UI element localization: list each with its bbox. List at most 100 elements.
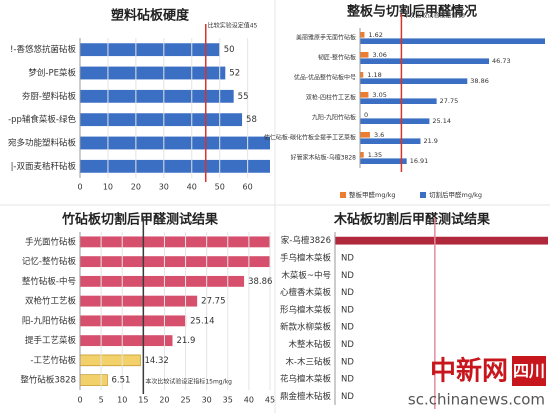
bar (80, 113, 243, 127)
bar (360, 92, 369, 98)
value-label: 27.75 (201, 297, 225, 307)
bar (360, 52, 369, 58)
bar (80, 66, 226, 80)
bar (80, 335, 173, 347)
bar (80, 43, 220, 57)
plot (335, 236, 548, 245)
chart-title: 塑料砧板硬度 (111, 8, 190, 24)
y-tick-label: |-双面麦秸秆砧板 (11, 161, 77, 172)
y-tick-label: 鼎金檀木砧板 (280, 391, 332, 402)
bar (360, 98, 437, 104)
y-tick-label: 夯厨-塑料砧板 (22, 91, 77, 102)
y-tick-label: 宛多功能塑料砧板 (8, 138, 77, 149)
x-tick-label: 30 (202, 396, 212, 405)
value-label: 6.51 (111, 376, 130, 386)
y-tick-label: 新款水柳菜板 (280, 322, 332, 333)
x-tick-label: 0 (77, 183, 82, 192)
plot (80, 236, 270, 386)
bar (335, 236, 548, 245)
bar (360, 152, 364, 158)
x-tick-label: 10 (117, 396, 127, 405)
bar (80, 354, 141, 367)
x-tick-label: 50 (215, 183, 225, 192)
y-tick-label: 阳-九阳竹砧板 (22, 315, 77, 326)
bar (80, 295, 198, 307)
watermark-url: sc.chinanews.com (408, 391, 545, 409)
value-label: 38.86 (470, 77, 489, 85)
y-tick-label: 手光面竹砧板 (25, 236, 77, 247)
bar (80, 315, 187, 327)
bar (80, 374, 108, 386)
value-label: ND (341, 253, 354, 263)
value-label: 3.6 (374, 131, 384, 139)
reference-label: 本次比较试验设定指标15mg/kg (145, 378, 232, 386)
value-label: ND (341, 288, 354, 298)
x-tick-label: 10 (103, 183, 113, 192)
x-tick-label: 0 (77, 396, 82, 405)
reference-label: 比较实验设定值45 (208, 22, 258, 30)
value-label: ND (341, 271, 354, 281)
y-tick-label: 木菜板~中号 (281, 270, 331, 281)
y-tick-label: !-香悠悠抗菌砧板 (10, 44, 76, 55)
value-label: ND (341, 305, 354, 315)
chart-title: 竹砧板切割后甲醛测试结果 (61, 212, 218, 228)
value-label: 14.32 (144, 356, 168, 366)
bar (360, 118, 430, 124)
value-label: 46.73 (492, 57, 511, 65)
y-tick-label: 形乌檀木菜板 (280, 304, 332, 315)
value-label: ND (341, 357, 354, 367)
y-tick-label: 整竹砧板-中号 (22, 276, 76, 287)
value-label: ND (341, 375, 354, 385)
bar (80, 89, 234, 103)
y-tick-label: 双枪-四柱竹工艺板 (306, 94, 356, 102)
value-label: 0 (364, 111, 368, 119)
bar (80, 159, 270, 173)
x-tick-label: 25 (180, 396, 190, 405)
x-tick-label: 35 (223, 396, 233, 405)
plot (80, 43, 270, 173)
y-tick-label: 美丽雅原手无面竹砧板 (296, 34, 356, 42)
value-label: 27.75 (440, 97, 459, 105)
value-label: ND (341, 340, 354, 350)
value-label: 21.9 (423, 137, 437, 145)
value-label: 1.35 (368, 151, 382, 159)
x-tick-label: 5 (99, 396, 104, 405)
y-tick-label: 记忆-整竹砧板 (22, 256, 77, 267)
x-tick-label: 15 (138, 396, 148, 405)
watermark-badge (512, 356, 546, 386)
x-tick-label: 40 (244, 396, 254, 405)
value-label: 3.06 (372, 51, 386, 59)
x-tick-label: 20 (131, 183, 141, 192)
value-label: ND (341, 392, 354, 402)
y-tick-label: 提手工艺菜板 (25, 335, 77, 346)
watermark-logo: 中新网 (430, 356, 508, 387)
plot (360, 32, 545, 164)
y-tick-label: 梦创-PE菜板 (28, 68, 76, 79)
value-label: 1.18 (367, 71, 381, 79)
y-tick-label: 韧匠-整竹砧板 (318, 54, 356, 62)
chart-title: 整板与切割后甲醛情况 (346, 4, 477, 20)
value-label: 52 (229, 69, 240, 79)
value-label: 21.9 (176, 336, 195, 346)
value-label: 50 (224, 45, 235, 55)
x-tick-label: 40 (187, 183, 197, 192)
bar (360, 58, 490, 64)
value-label: ND (341, 323, 354, 333)
watermark-region: 四川 (513, 362, 545, 381)
bar (80, 275, 245, 287)
y-tick-label: 佑仁砧板-碳化竹板全提手工艺菜板 (264, 134, 356, 142)
y-tick-label: 双枪竹工艺板 (25, 296, 77, 307)
bar (360, 132, 370, 138)
value-label: 3.05 (372, 91, 386, 99)
bar (360, 78, 468, 84)
legend-swatch (420, 192, 426, 198)
value-label: 1.62 (368, 31, 382, 39)
bar (360, 138, 421, 144)
value-label: 55 (238, 92, 249, 102)
y-tick-label: 木整木砧板 (288, 339, 331, 350)
y-tick-label: 花乌檀木菜板 (280, 374, 332, 385)
y-tick-label: 优品-优品整竹砧板中号 (294, 74, 356, 82)
value-label: 38.86 (248, 277, 272, 287)
bar (360, 158, 407, 164)
